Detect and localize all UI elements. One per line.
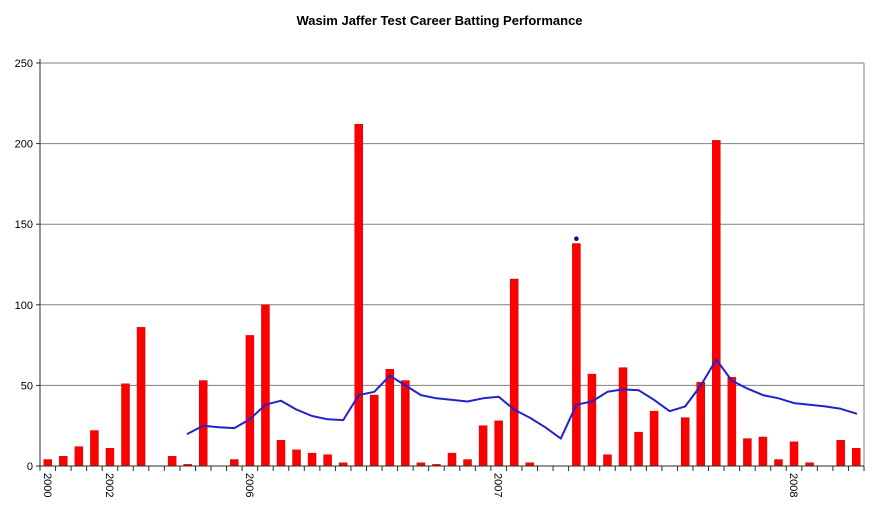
innings-bar [90, 430, 99, 467]
innings-bar [509, 278, 519, 467]
x-year-label: 2000 [41, 473, 53, 497]
innings-bar [696, 381, 706, 467]
y-tick-label: 100 [15, 300, 33, 312]
innings-bar [789, 441, 799, 467]
innings-bar [59, 456, 68, 467]
not-out-marker [574, 236, 579, 242]
moving-average-line [186, 358, 858, 440]
innings-bar [74, 446, 84, 467]
innings-bar [261, 304, 270, 467]
y-tick-label: 200 [15, 139, 33, 151]
innings-bar [836, 439, 845, 467]
innings-bar [463, 459, 472, 467]
innings-bar [167, 456, 177, 467]
innings-bar [136, 327, 146, 467]
innings-bar [572, 243, 581, 467]
innings-bar [603, 454, 612, 467]
innings-bar [727, 377, 737, 467]
innings-bar [634, 431, 643, 467]
innings-bar [680, 417, 690, 467]
innings-bar [323, 454, 332, 467]
y-tick-label: 150 [15, 219, 33, 231]
innings-bar [354, 124, 363, 467]
innings-bar [276, 439, 286, 467]
innings-bar [121, 383, 130, 467]
y-tick-label: 250 [15, 58, 33, 70]
x-year-label: 2006 [243, 473, 255, 497]
innings-bar [851, 448, 861, 467]
innings-bar [307, 452, 317, 467]
innings-bar [292, 449, 301, 467]
innings-bar [478, 425, 488, 467]
innings-bar [385, 369, 395, 467]
innings-bar [198, 380, 208, 467]
innings-bar [494, 420, 503, 467]
x-year-label: 2008 [787, 473, 799, 497]
chart-title: Wasim Jaffer Test Career Batting Perform… [296, 13, 583, 28]
innings-bar [743, 438, 752, 467]
innings-bar [401, 380, 410, 467]
innings-bar [370, 394, 379, 467]
innings-bar [618, 367, 628, 467]
x-year-label: 2002 [103, 473, 115, 497]
innings-bar [774, 459, 783, 467]
y-tick-label: 0 [27, 461, 33, 473]
innings-bar [758, 436, 768, 467]
innings-bar [245, 335, 255, 467]
innings-bar [712, 140, 721, 467]
innings-bar [43, 459, 53, 467]
innings-bar [105, 448, 115, 467]
innings-bar [649, 410, 659, 467]
innings-bar [230, 459, 239, 467]
innings-bar [447, 452, 457, 467]
innings-bar [587, 373, 597, 467]
y-tick-label: 50 [21, 380, 33, 392]
x-year-label: 2007 [492, 473, 504, 497]
